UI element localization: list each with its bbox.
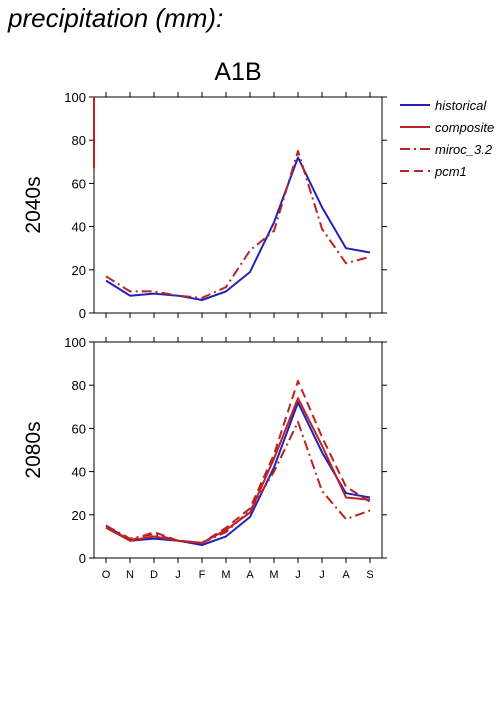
series-line-miroc-3-2 (105, 150, 371, 299)
panel-2080s: 0 20 40 60 80 100 O N D J F M A M J J A S 2080s (22, 335, 387, 581)
plot-frame (93, 341, 383, 559)
x-tick-label: N (126, 569, 134, 581)
x-tick-label: J (319, 569, 325, 581)
y-tick-label: 100 (64, 335, 86, 350)
legend: historical composite miroc_3.2 pcm1 (400, 98, 494, 179)
panel-row-label: 2080s (22, 421, 45, 478)
panel-row-label: 2040s (22, 176, 45, 233)
x-tick-label: O (102, 569, 111, 581)
legend-label: miroc_3.2 (435, 142, 493, 157)
y-tick-label: 60 (72, 176, 86, 191)
x-tick-label: S (366, 569, 373, 581)
y-tick-label: 100 (64, 90, 86, 105)
legend-label: historical (435, 98, 487, 113)
y-tick-label: 0 (79, 306, 86, 321)
y-tick-label: 0 (79, 551, 86, 566)
series-line-miroc-3-2 (105, 420, 371, 544)
legend-label: composite (435, 120, 494, 135)
x-tick-label: D (150, 569, 158, 581)
x-tick-label: M (269, 569, 278, 581)
y-tick-label: 80 (72, 378, 86, 393)
series-line-historical (105, 156, 371, 301)
x-tick-label: M (221, 569, 230, 581)
x-tick-label: A (246, 569, 254, 581)
plot-frame (93, 96, 383, 314)
y-tick-label: 40 (72, 465, 86, 480)
y-tick-label: 60 (72, 421, 86, 436)
legend-label: pcm1 (434, 164, 467, 179)
series-line-historical (105, 401, 371, 546)
x-tick-label: J (295, 569, 301, 581)
series-line-pcm1 (105, 379, 371, 544)
scenario-title: A1B (214, 58, 261, 86)
x-tick-label: A (342, 569, 350, 581)
y-tick-label: 80 (72, 133, 86, 148)
panel-2040s: 0 20 40 60 80 100 2040s (22, 90, 387, 321)
figure-heading: precipitation (mm): (7, 3, 223, 33)
y-tick-label: 40 (72, 220, 86, 235)
y-tick-label: 20 (72, 508, 86, 523)
x-tick-label: F (199, 569, 206, 581)
x-tick-label: J (175, 569, 181, 581)
y-tick-label: 20 (72, 263, 86, 278)
